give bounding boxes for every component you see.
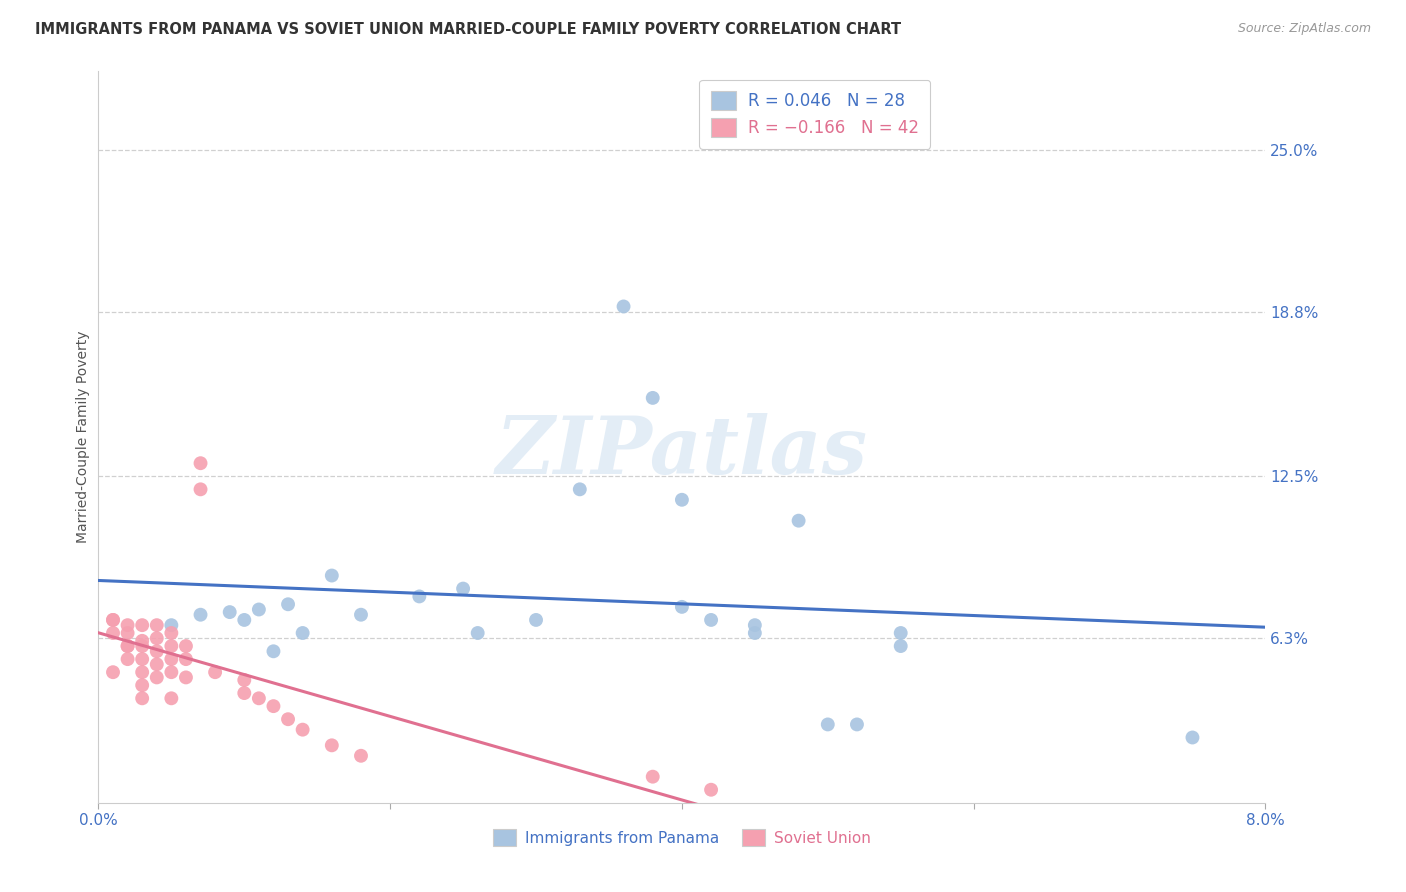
Point bbox=[160, 665, 183, 680]
Point bbox=[117, 639, 139, 653]
Point bbox=[160, 691, 183, 706]
Point bbox=[671, 492, 693, 507]
Point bbox=[174, 670, 197, 684]
Point bbox=[671, 599, 693, 614]
Text: Source: ZipAtlas.com: Source: ZipAtlas.com bbox=[1237, 22, 1371, 36]
Point bbox=[131, 639, 153, 653]
Point bbox=[467, 626, 489, 640]
Point bbox=[233, 673, 256, 687]
Point bbox=[568, 483, 591, 497]
Point bbox=[1181, 731, 1204, 745]
Point bbox=[131, 678, 153, 692]
Point bbox=[350, 748, 373, 763]
Point bbox=[117, 652, 139, 666]
Point bbox=[350, 607, 373, 622]
Point bbox=[451, 582, 474, 596]
Text: ZIPatlas: ZIPatlas bbox=[496, 413, 868, 491]
Point bbox=[190, 456, 212, 470]
Point bbox=[700, 782, 723, 797]
Point bbox=[101, 613, 124, 627]
Point bbox=[744, 618, 766, 632]
Text: IMMIGRANTS FROM PANAMA VS SOVIET UNION MARRIED-COUPLE FAMILY POVERTY CORRELATION: IMMIGRANTS FROM PANAMA VS SOVIET UNION M… bbox=[35, 22, 901, 37]
Point bbox=[817, 717, 839, 731]
Point bbox=[146, 644, 169, 658]
Point bbox=[160, 618, 183, 632]
Point bbox=[890, 626, 912, 640]
Point bbox=[233, 613, 256, 627]
Point bbox=[146, 618, 169, 632]
Point bbox=[321, 568, 343, 582]
Point bbox=[160, 639, 183, 653]
Point bbox=[787, 514, 810, 528]
Point bbox=[190, 483, 212, 497]
Point bbox=[146, 670, 169, 684]
Legend: Immigrants from Panama, Soviet Union: Immigrants from Panama, Soviet Union bbox=[485, 822, 879, 854]
Point bbox=[117, 618, 139, 632]
Point bbox=[131, 691, 153, 706]
Point bbox=[204, 665, 226, 680]
Point bbox=[101, 665, 124, 680]
Point bbox=[277, 597, 299, 611]
Point bbox=[247, 691, 270, 706]
Point bbox=[524, 613, 547, 627]
Point bbox=[408, 590, 430, 604]
Point bbox=[146, 632, 169, 646]
Point bbox=[277, 712, 299, 726]
Point bbox=[262, 644, 284, 658]
Point bbox=[291, 626, 314, 640]
Point bbox=[291, 723, 314, 737]
Point bbox=[101, 626, 124, 640]
Point bbox=[321, 739, 343, 753]
Point bbox=[174, 639, 197, 653]
Point bbox=[890, 639, 912, 653]
Point bbox=[117, 626, 139, 640]
Point bbox=[160, 626, 183, 640]
Point bbox=[131, 618, 153, 632]
Point bbox=[247, 602, 270, 616]
Point bbox=[641, 770, 664, 784]
Point bbox=[612, 300, 634, 314]
Point bbox=[700, 613, 723, 627]
Point bbox=[117, 639, 139, 653]
Point bbox=[146, 657, 169, 672]
Point bbox=[218, 605, 240, 619]
Point bbox=[744, 626, 766, 640]
Point bbox=[131, 633, 153, 648]
Point bbox=[174, 652, 197, 666]
Y-axis label: Married-Couple Family Poverty: Married-Couple Family Poverty bbox=[76, 331, 90, 543]
Point bbox=[233, 686, 256, 700]
Point bbox=[131, 652, 153, 666]
Point bbox=[160, 652, 183, 666]
Point bbox=[190, 607, 212, 622]
Point bbox=[641, 391, 664, 405]
Point bbox=[131, 665, 153, 680]
Point bbox=[101, 613, 124, 627]
Point bbox=[845, 717, 868, 731]
Point bbox=[262, 699, 284, 714]
